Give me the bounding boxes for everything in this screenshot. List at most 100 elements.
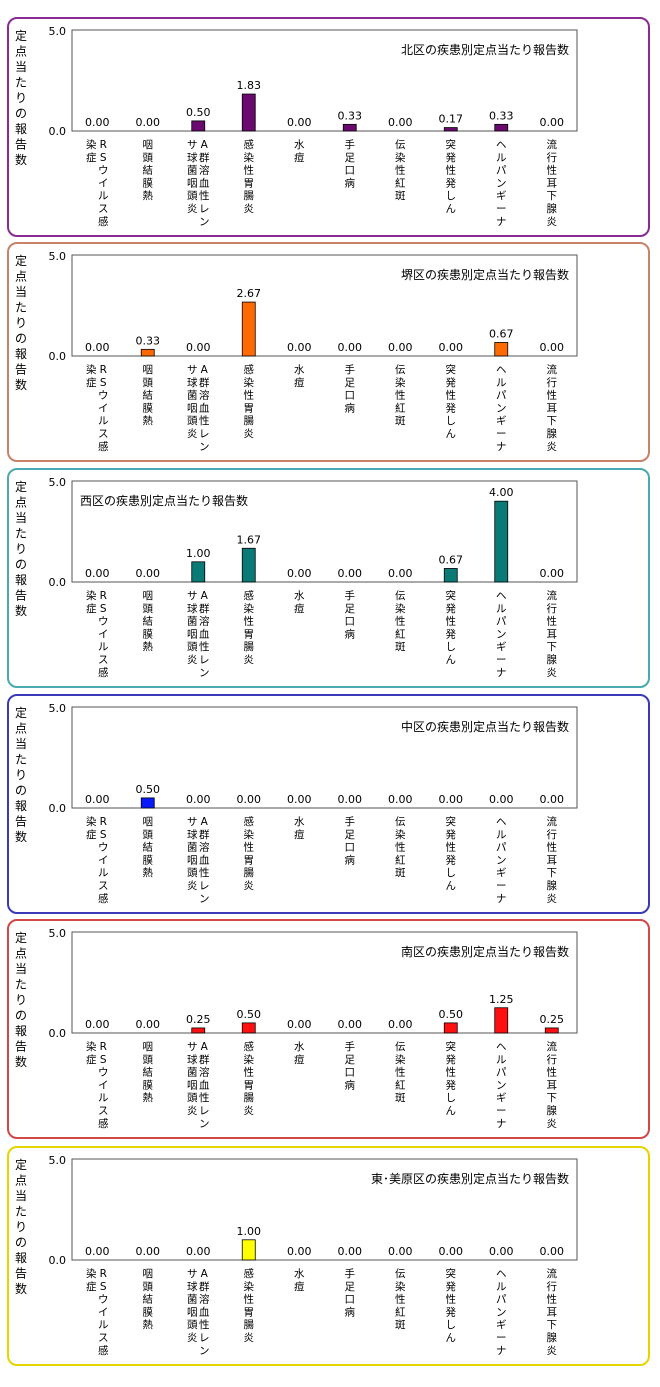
svg-text:S: S	[100, 603, 107, 615]
svg-text:球: 球	[187, 828, 198, 841]
svg-text:下: 下	[547, 415, 558, 427]
data-label-3: 0.25	[186, 1013, 211, 1026]
svg-text:当: 当	[15, 1189, 27, 1203]
svg-text:下: 下	[547, 1092, 558, 1104]
svg-text:発: 発	[446, 1078, 457, 1091]
svg-text:咽: 咽	[143, 1268, 154, 1280]
svg-text:咽: 咽	[187, 628, 198, 640]
category-label-5: 水痘	[294, 139, 305, 164]
svg-text:病: 病	[345, 401, 356, 414]
svg-text:染: 染	[86, 1040, 97, 1053]
svg-text:し: し	[446, 415, 457, 427]
svg-text:球: 球	[187, 1053, 198, 1066]
svg-text:熱: 熱	[143, 189, 154, 202]
bar-6	[342, 123, 357, 132]
svg-text:感: 感	[98, 892, 109, 905]
svg-text:菌: 菌	[187, 1067, 198, 1079]
data-label-8: 0.50	[439, 1008, 464, 1021]
svg-text:当: 当	[15, 737, 27, 751]
svg-text:性: 性	[244, 615, 255, 628]
svg-text:病: 病	[345, 853, 356, 866]
svg-text:当: 当	[15, 285, 27, 299]
svg-text:り: り	[15, 542, 27, 556]
svg-text:性: 性	[446, 1066, 457, 1079]
svg-text:紅: 紅	[395, 854, 406, 866]
svg-text:炎: 炎	[547, 1118, 558, 1130]
svg-text:腺: 腺	[547, 202, 558, 215]
svg-text:発: 発	[446, 176, 457, 189]
svg-text:伝: 伝	[395, 364, 406, 376]
svg-text:S: S	[100, 829, 107, 841]
svg-text:咽: 咽	[187, 1079, 198, 1091]
svg-text:ギ: ギ	[496, 1319, 507, 1331]
svg-text:流: 流	[547, 1267, 558, 1280]
svg-text:胃: 胃	[244, 402, 255, 414]
svg-text:感: 感	[98, 1344, 109, 1357]
svg-text:ウ: ウ	[98, 390, 109, 402]
svg-text:ン: ン	[496, 1079, 507, 1091]
svg-text:R: R	[100, 590, 107, 602]
svg-text:性: 性	[446, 1293, 457, 1306]
data-label-4: 1.00	[237, 1225, 262, 1238]
svg-text:の: の	[15, 332, 27, 346]
svg-text:頭: 頭	[143, 1054, 154, 1066]
svg-text:レ: レ	[199, 880, 210, 892]
svg-text:の: の	[15, 107, 27, 121]
svg-text:腸: 腸	[244, 1092, 255, 1104]
svg-text:性: 性	[547, 1066, 558, 1079]
svg-text:血: 血	[199, 1305, 210, 1318]
svg-text:サ: サ	[187, 364, 198, 376]
svg-text:数: 数	[15, 829, 27, 844]
svg-text:胃: 胃	[244, 177, 255, 189]
svg-text:足: 足	[345, 1281, 356, 1293]
svg-text:血: 血	[199, 401, 210, 414]
svg-text:ス: ス	[98, 428, 109, 440]
svg-text:染: 染	[244, 602, 255, 615]
data-label-10: 0.00	[540, 1245, 565, 1258]
y-tick-min: 0.0	[49, 125, 67, 138]
svg-text:ウ: ウ	[98, 1067, 109, 1079]
svg-text:染: 染	[395, 376, 406, 389]
svg-text:感: 感	[244, 815, 255, 828]
svg-text:結: 結	[143, 389, 154, 402]
svg-text:報: 報	[15, 122, 27, 136]
svg-text:ン: ン	[496, 854, 507, 866]
data-label-9: 0.00	[489, 1245, 514, 1258]
svg-text:染: 染	[395, 1280, 406, 1293]
data-label-9: 0.00	[489, 793, 514, 806]
svg-text:告: 告	[15, 815, 27, 829]
data-label-10: 0.00	[540, 567, 565, 580]
svg-text:炎: 炎	[244, 880, 255, 892]
svg-text:イ: イ	[98, 402, 109, 414]
svg-text:紅: 紅	[395, 1306, 406, 1318]
svg-text:水: 水	[294, 590, 305, 602]
svg-text:点: 点	[15, 270, 27, 284]
svg-text:ン: ン	[199, 216, 210, 228]
svg-text:パ: パ	[496, 390, 507, 402]
svg-text:点: 点	[15, 496, 27, 510]
bar-8	[443, 127, 458, 132]
svg-text:告: 告	[15, 1267, 27, 1281]
svg-text:S: S	[100, 1054, 107, 1066]
svg-text:A: A	[201, 590, 209, 602]
svg-text:手: 手	[345, 363, 356, 376]
svg-text:水: 水	[294, 1041, 305, 1053]
svg-text:ン: ン	[199, 1118, 210, 1130]
svg-text:ン: ン	[199, 893, 210, 905]
svg-text:告: 告	[15, 363, 27, 377]
svg-text:性: 性	[199, 414, 210, 427]
